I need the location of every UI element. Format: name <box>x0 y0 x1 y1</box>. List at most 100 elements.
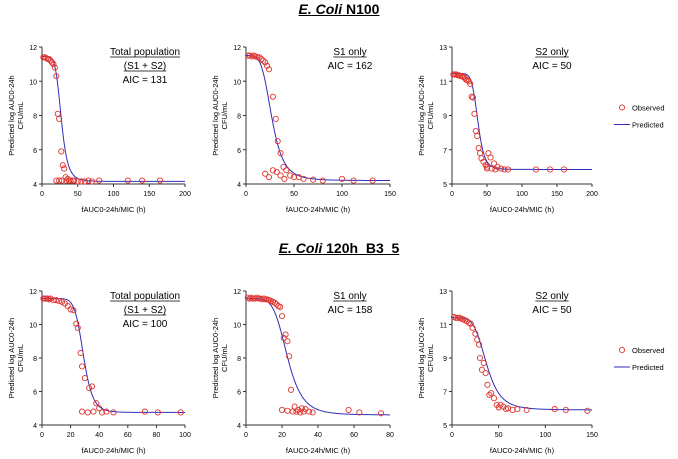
observed-point <box>66 177 73 184</box>
chart-panel-4: 4 6 8 10 12 0 20 40 60 80 100 fAUC0-24h/MIC (h) Pred… <box>7 289 191 455</box>
x-tick-label: 200 <box>586 191 598 198</box>
observed-point <box>77 349 84 357</box>
legend-predicted-label: Predicted <box>632 121 664 130</box>
predicted-curve <box>42 55 185 182</box>
observed-point <box>99 409 106 416</box>
predicted-curve <box>452 317 592 411</box>
x-tick-label: 200 <box>179 191 191 198</box>
observed-point <box>51 64 58 71</box>
y-axis-label: Predicted log AUC0-24hCFU/mL <box>7 75 25 155</box>
observed-point <box>63 177 70 184</box>
observed-point <box>486 391 493 398</box>
observed-point <box>277 150 284 157</box>
observed-point <box>296 409 304 416</box>
observed-point <box>124 177 131 184</box>
x-tick-label: 50 <box>290 191 298 198</box>
observed-point <box>56 297 63 305</box>
chart-panel-6: 5 7 9 11 13 0 50 100 150 fAUC0-24h/MIC (h) Predict… <box>417 289 665 455</box>
observed-point <box>490 160 498 167</box>
observed-point <box>46 296 53 303</box>
predicted-curve <box>246 298 391 416</box>
observed-point <box>78 178 85 185</box>
observed-point <box>472 127 479 134</box>
y-axis-label-line-1: Predicted log AUC0-24h <box>211 318 220 398</box>
annotation-line: AIC = 162 <box>328 61 373 72</box>
observed-point <box>78 363 86 370</box>
observed-point <box>501 166 508 173</box>
y-axis-label: Predicted log AUC0-24hCFU/mL <box>211 75 229 155</box>
y-axis-label-line-2: CFU/mL <box>426 344 435 372</box>
observed-point <box>309 409 316 416</box>
observed-point <box>141 408 149 415</box>
observed-point <box>492 166 499 173</box>
observed-point <box>490 395 498 402</box>
observed-point <box>89 178 96 185</box>
annotation-line: AIC = 100 <box>123 319 168 330</box>
y-tick-label: 12 <box>29 289 37 296</box>
observed-point <box>43 55 50 62</box>
x-axis-label: fAUC0-24h/MIC (h) <box>490 205 555 214</box>
observed-point <box>271 299 278 306</box>
y-tick-label: 10 <box>233 79 241 86</box>
observed-point <box>504 166 512 173</box>
annotation-line: AIC = 50 <box>532 61 572 72</box>
observed-point <box>476 354 484 362</box>
observed-point <box>269 167 276 174</box>
x-tick-label: 0 <box>450 191 454 198</box>
observed-point <box>274 138 281 145</box>
observed-point <box>278 406 286 413</box>
y-tick-label: 12 <box>233 45 241 52</box>
observed-point <box>74 324 81 331</box>
y-axis-label: Predicted log AUC0-24hCFU/mL <box>7 318 25 398</box>
observed-point <box>476 150 484 157</box>
observed-point <box>58 177 66 184</box>
y-axis-label-line-1: Predicted log AUC0-24h <box>417 318 426 398</box>
observed-point <box>514 406 521 413</box>
x-axis-label: fAUC0-24h/MIC (h) <box>490 446 555 455</box>
y-tick-label: 10 <box>233 323 241 330</box>
legend-observed-marker <box>618 104 626 111</box>
observed-point <box>350 177 357 184</box>
annotation-line: AIC = 131 <box>123 75 168 86</box>
x-tick-label: 60 <box>124 432 132 439</box>
observed-point <box>58 148 65 155</box>
observed-point <box>70 307 77 314</box>
observed-point <box>480 359 487 367</box>
observed-point <box>96 405 103 412</box>
section-title-species: E. Coli <box>278 240 323 256</box>
observed-point <box>487 154 494 161</box>
legend-observed-label: Observed <box>632 104 665 113</box>
observed-point <box>551 406 558 413</box>
y-tick-label: 8 <box>237 356 241 363</box>
observed-point <box>53 177 60 184</box>
y-axis-label-line-2: CFU/mL <box>426 102 435 130</box>
observed-point <box>278 313 286 320</box>
observed-point <box>300 408 307 415</box>
y-tick-label: 13 <box>439 45 447 52</box>
x-tick-label: 20 <box>67 432 75 439</box>
x-tick-label: 100 <box>108 191 120 198</box>
y-tick-label: 5 <box>443 423 447 430</box>
observed-point <box>482 370 489 377</box>
observed-point <box>469 94 477 101</box>
observed-point <box>310 176 317 183</box>
y-tick-label: 7 <box>443 390 447 397</box>
observed-point <box>356 409 363 416</box>
observed-point <box>476 341 483 348</box>
observed-point <box>103 408 110 415</box>
annotation-line: AIC = 158 <box>328 305 373 316</box>
observed-point <box>277 303 284 310</box>
x-tick-label: 150 <box>384 191 396 198</box>
legend: Observed Predicted <box>614 104 665 130</box>
section-title-b3-5: E. Coli 120h_B3_5 <box>0 240 678 256</box>
observed-point <box>67 306 74 313</box>
observed-point <box>61 165 68 172</box>
y-axis-label: Predicted log AUC0-24hCFU/mL <box>211 318 229 398</box>
y-tick-label: 6 <box>33 148 37 155</box>
observed-point <box>338 175 346 182</box>
observed-point <box>81 375 88 382</box>
annotation-line: (S1 + S2) <box>124 61 167 72</box>
observed-point <box>472 330 479 337</box>
observed-point <box>269 93 276 100</box>
observed-point <box>471 110 478 117</box>
